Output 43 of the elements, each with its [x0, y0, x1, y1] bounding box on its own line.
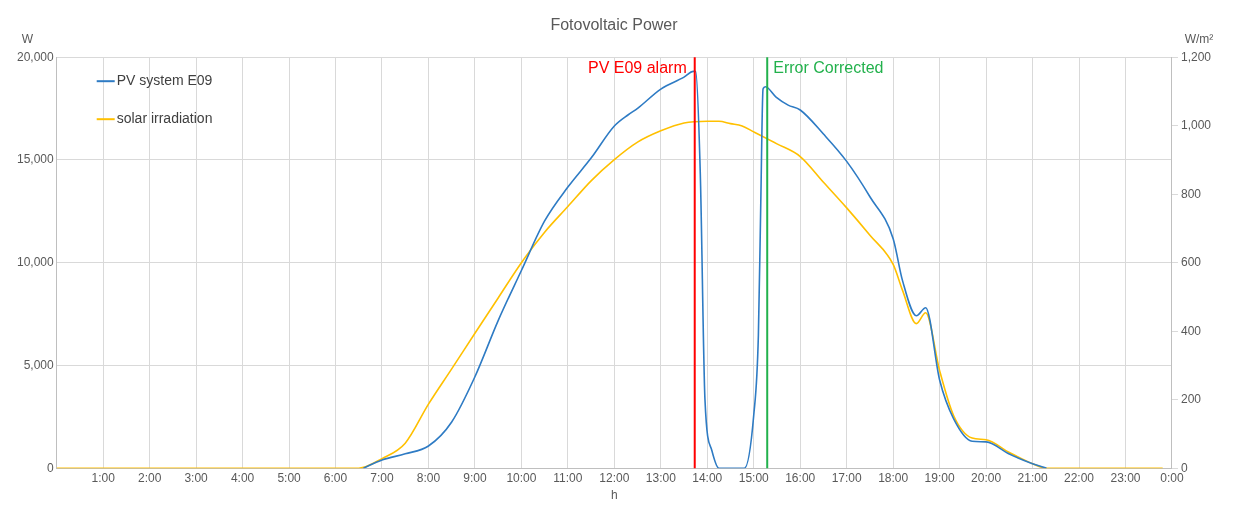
x-tick-label: 5:00: [277, 470, 302, 485]
legend-label: solar irradiation: [116, 110, 213, 127]
y2-tick-label: 1,000: [1180, 118, 1212, 133]
y2-tick-label: 200: [1180, 392, 1202, 407]
x-tick-label: 19:00: [924, 470, 955, 485]
x-tick-label: 7:00: [370, 470, 394, 485]
x-tick-label: 21:00: [1017, 470, 1048, 485]
y-tick-label: 0: [47, 460, 55, 475]
x-tick-label: 0:00: [1160, 470, 1184, 485]
y-axis-title: W: [21, 31, 34, 46]
ref-line-label: Error Corrected: [773, 58, 884, 76]
x-tick-label: 10:00: [506, 470, 537, 485]
x-tick-label: 9:00: [463, 470, 487, 485]
x-tick-label: 16:00: [785, 470, 816, 485]
x-tick-label: 4:00: [230, 470, 255, 485]
x-tick-label: 13:00: [645, 470, 677, 485]
x-tick-label: 1:00: [91, 470, 116, 485]
y-tick-label: 20,000: [17, 49, 55, 64]
x-tick-label: 20:00: [971, 470, 1002, 485]
y-tick-label: 15,000: [17, 152, 55, 167]
y2-tick-label: 800: [1180, 186, 1202, 201]
x-tick-label: 11:00: [553, 470, 583, 485]
y2-axis-title: W/m²: [1184, 31, 1214, 46]
x-axis-title: h: [610, 488, 618, 503]
x-tick-label: 18:00: [878, 470, 909, 485]
ref-line-label: PV E09 alarm: [588, 58, 687, 76]
x-tick-label: 17:00: [831, 470, 863, 485]
y2-tick-label: 1,200: [1180, 49, 1212, 64]
x-tick-label: 8:00: [416, 470, 441, 485]
x-tick-label: 22:00: [1064, 470, 1095, 485]
y2-tick-label: 600: [1180, 255, 1202, 270]
x-tick-label: 23:00: [1110, 470, 1141, 485]
chart-title: Fotovoltaic Power: [550, 16, 679, 34]
x-tick-label: 15:00: [738, 470, 770, 485]
x-tick-label: 6:00: [323, 470, 348, 485]
x-tick-label: 2:00: [137, 470, 162, 485]
x-tick-label: 14:00: [692, 470, 723, 485]
x-tick-label: 3:00: [184, 470, 209, 485]
y2-tick-label: 400: [1180, 323, 1202, 338]
y-tick-label: 10,000: [17, 255, 55, 270]
legend-label: PV system E09: [116, 72, 213, 89]
x-tick-label: 12:00: [599, 470, 630, 485]
y-tick-label: 5,000: [23, 357, 55, 372]
